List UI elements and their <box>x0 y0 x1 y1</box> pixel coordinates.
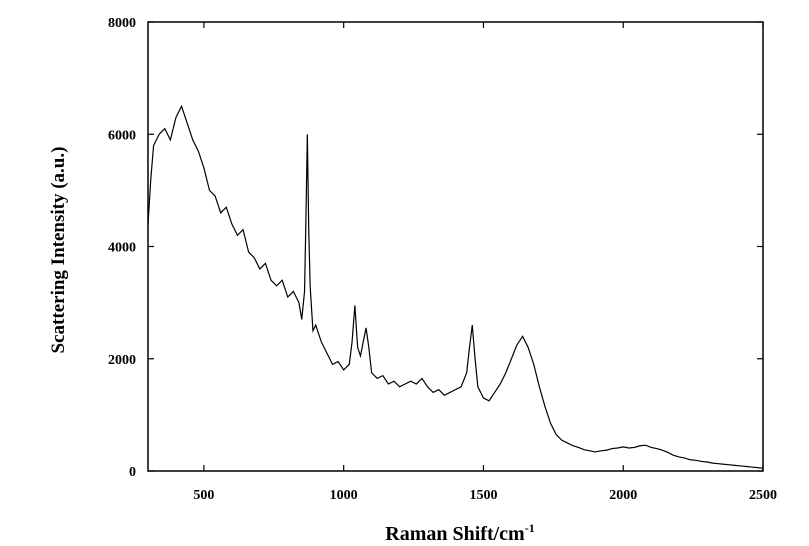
spectrum-line <box>147 104 764 469</box>
y-tick-label: 4000 <box>108 241 136 256</box>
plot-frame <box>147 21 764 472</box>
x-tick-label: 2000 <box>609 488 637 503</box>
x-axis-label: Raman Shift/cm-1 <box>385 521 534 545</box>
x-axis-label-main: Raman Shift/cm <box>385 523 525 545</box>
y-axis-label: Scattering Intensity (a.u.) <box>48 147 69 354</box>
y-tick-label: 6000 <box>108 128 136 143</box>
x-tick-label: 500 <box>193 488 214 503</box>
x-tick-label: 2500 <box>749 488 777 503</box>
y-tick-label: 8000 <box>108 16 136 31</box>
x-tick-label: 1500 <box>469 488 497 503</box>
x-axis-label-superscript: -1 <box>525 521 535 535</box>
y-tick-label: 0 <box>129 465 136 480</box>
y-tick-label: 2000 <box>108 353 136 368</box>
x-tick-label: 1000 <box>330 488 358 503</box>
